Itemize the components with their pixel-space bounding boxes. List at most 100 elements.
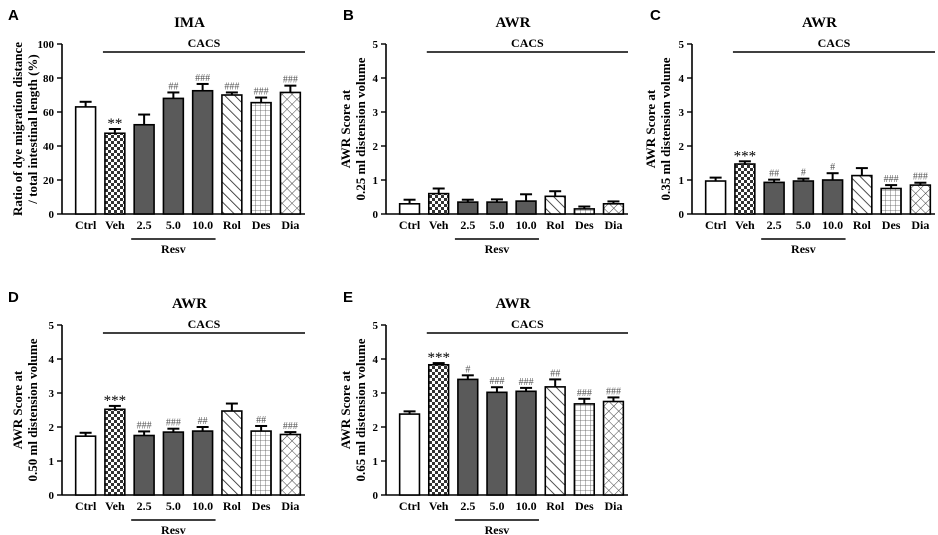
panel-letter: B (343, 7, 354, 24)
panel-letter: A (8, 7, 19, 24)
x-tick-label: Rol (853, 218, 872, 232)
x-tick-label: 2.5 (137, 499, 152, 513)
x-tick-label: 5.0 (166, 499, 181, 513)
significance-marker: # (465, 364, 470, 375)
bar-2-5 (133, 434, 155, 496)
x-tick-label: Des (575, 218, 594, 232)
y-tick-label: 40 (43, 141, 55, 153)
panel-letter: D (8, 289, 19, 306)
significance-marker: ### (577, 388, 592, 399)
bar-dia (909, 184, 932, 215)
chart-title: AWR (495, 296, 530, 312)
y-tick-label: 5 (373, 39, 379, 51)
x-tick-label: Des (575, 499, 594, 513)
x-tick-label: 2.5 (460, 218, 475, 232)
significance-marker: ### (606, 386, 621, 397)
x-tick-label: 2.5 (460, 499, 475, 513)
panel-b: B AWR AWR Score at 0.25 ml distension volum… (338, 7, 628, 256)
bar-des (250, 430, 272, 496)
group-label: CACS (511, 317, 544, 331)
y-tick-label: 4 (373, 354, 379, 366)
y-axis-label: AWR Score at (643, 89, 658, 168)
y-tick-label: 2 (679, 141, 685, 153)
significance-marker: ## (198, 416, 208, 427)
x-tick-label: 10.0 (192, 499, 213, 513)
significance-marker: *** (427, 350, 450, 366)
subgroup-label: Resv (791, 242, 816, 256)
y-tick-label: 4 (49, 354, 55, 366)
bar-veh (427, 363, 450, 496)
significance-marker: ### (224, 81, 239, 92)
group-label: CACS (511, 36, 544, 50)
y-tick-label: 20 (43, 175, 55, 187)
y-tick-label: 1 (679, 175, 685, 187)
x-tick-label: Rol (546, 499, 565, 513)
x-tick-label: Dia (911, 218, 929, 232)
bar-rol (221, 94, 243, 215)
y-tick-label: 100 (38, 39, 55, 51)
chart-title: AWR (495, 15, 530, 31)
y-axis-label: 0.50 ml distension volume (25, 338, 40, 481)
significance-marker: ### (283, 75, 298, 86)
y-axis-label: 0.65 ml distension volume (353, 338, 368, 481)
x-tick-label: Ctrl (75, 218, 97, 232)
bar-dia (602, 400, 625, 496)
y-tick-label: 5 (373, 320, 379, 332)
y-tick-label: 2 (373, 422, 379, 434)
x-tick-label: Rol (223, 499, 242, 513)
bar-10-0 (191, 89, 214, 215)
bar-2-5 (133, 123, 155, 215)
significance-marker: ** (107, 116, 122, 132)
y-tick-label: 5 (679, 39, 685, 51)
x-tick-label: Dia (281, 218, 299, 232)
bar-10-0 (515, 390, 537, 496)
x-tick-label: Des (252, 499, 271, 513)
panel-a: A IMA Ratio of dye migration distance / tot… (8, 7, 305, 256)
group-label: CACS (818, 36, 851, 50)
x-tick-label: 5.0 (489, 218, 504, 232)
y-tick-label: 1 (373, 456, 379, 468)
y-tick-label: 3 (679, 107, 685, 119)
significance-marker: ## (168, 81, 178, 92)
bar-10-0 (515, 200, 537, 215)
y-axis-label: 0.35 ml distension volume (658, 57, 673, 200)
significance-marker: ### (489, 376, 504, 387)
panel-e: E AWR AWR Score at 0.65 ml distension volum… (338, 289, 628, 535)
x-tick-label: Ctrl (705, 218, 727, 232)
y-tick-label: 1 (373, 175, 379, 187)
x-tick-label: Des (252, 218, 271, 232)
subgroup-label: Resv (485, 523, 510, 535)
group-label: CACS (188, 317, 221, 331)
bar-5-0 (162, 431, 185, 496)
significance-marker: ### (884, 174, 899, 185)
bar-des (573, 208, 596, 215)
x-tick-label: Veh (429, 499, 449, 513)
panel-letter: E (343, 289, 353, 306)
bar-ctrl (74, 435, 97, 496)
panel-letter: C (650, 7, 661, 24)
bar-veh (104, 408, 126, 496)
bar-ctrl (704, 180, 727, 215)
x-tick-label: 10.0 (822, 218, 843, 232)
y-axis-label: AWR Score at (10, 370, 25, 449)
x-tick-label: 5.0 (796, 218, 811, 232)
bar-rol (544, 386, 566, 496)
y-tick-label: 4 (373, 73, 379, 85)
y-tick-label: 1 (49, 456, 55, 468)
significance-marker: ### (913, 172, 928, 183)
subgroup-label: Resv (485, 242, 510, 256)
y-axis-label: / total intestinal length (%) (25, 54, 40, 205)
y-tick-label: 0 (679, 209, 685, 221)
significance-marker: ### (519, 377, 534, 388)
bar-ctrl (398, 413, 421, 496)
chart-title: AWR (802, 15, 837, 31)
bar-veh (427, 192, 450, 215)
y-tick-label: 80 (43, 73, 55, 85)
bar-5-0 (486, 201, 508, 215)
x-tick-label: Veh (105, 218, 125, 232)
y-axis-label: AWR Score at (338, 370, 353, 449)
x-tick-label: Veh (735, 218, 755, 232)
y-tick-label: 3 (373, 388, 379, 400)
bar-rol (221, 410, 243, 496)
